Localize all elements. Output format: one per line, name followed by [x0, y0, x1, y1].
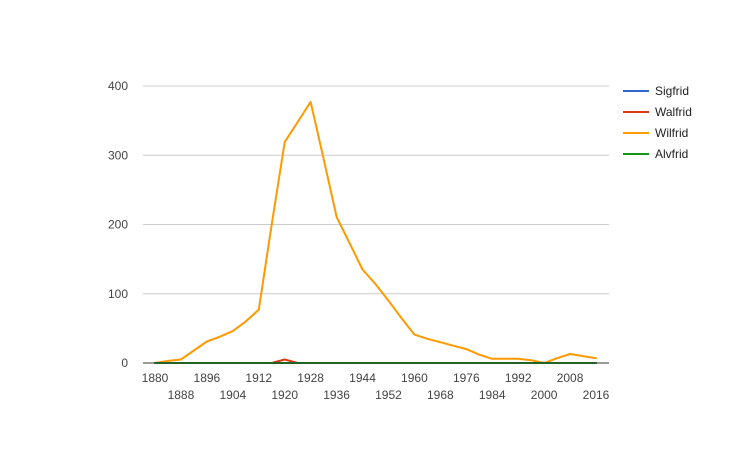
series-line-wilfrid: [154, 100, 597, 364]
legend-item-walfrid: Walfrid: [623, 105, 692, 119]
y-tick-label: 400: [108, 79, 128, 93]
y-tick-label: 300: [108, 148, 128, 162]
gridlines: [143, 85, 609, 295]
y-tick-label: 100: [108, 287, 128, 301]
y-tick-label: 0: [121, 356, 128, 370]
y-axis-ticks: 0 100 200 300 400: [108, 79, 128, 370]
x-tick-label: 2000: [531, 388, 558, 402]
x-tick-label: 1952: [375, 388, 402, 402]
x-tick-label: 1896: [194, 371, 221, 385]
x-tick-label: 1984: [479, 388, 506, 402]
legend-label: Walfrid: [655, 105, 692, 119]
x-axis-ticks: 1880 1888 1896 1904 1912 1920 1928 1936 1944 1952…: [142, 371, 610, 402]
legend-label: Alvfrid: [655, 147, 688, 161]
x-tick-label: 1880: [142, 371, 169, 385]
legend-item-sigfrid: Sigfrid: [623, 84, 689, 98]
legend-item-alvfrid: Alvfrid: [623, 147, 688, 161]
x-tick-label: 1960: [401, 371, 428, 385]
x-tick-label: 2016: [583, 388, 610, 402]
x-tick-label: 1992: [505, 371, 532, 385]
x-tick-label: 1888: [168, 388, 195, 402]
x-tick-label: 1936: [323, 388, 350, 402]
x-tick-label: 1976: [453, 371, 480, 385]
x-tick-label: 2008: [557, 371, 584, 385]
legend-label: Wilfrid: [655, 126, 688, 140]
legend-item-wilfrid: Wilfrid: [623, 126, 688, 140]
x-tick-label: 1920: [271, 388, 298, 402]
x-tick-label: 1968: [427, 388, 454, 402]
x-tick-label: 1912: [245, 371, 272, 385]
x-tick-label: 1904: [219, 388, 246, 402]
series-lines: [154, 100, 597, 364]
x-tick-label: 1928: [297, 371, 324, 385]
legend-label: Sigfrid: [655, 84, 689, 98]
legend: Sigfrid Walfrid Wilfrid Alvfrid: [623, 84, 692, 161]
x-tick-label: 1944: [349, 371, 376, 385]
y-tick-label: 200: [108, 218, 128, 232]
